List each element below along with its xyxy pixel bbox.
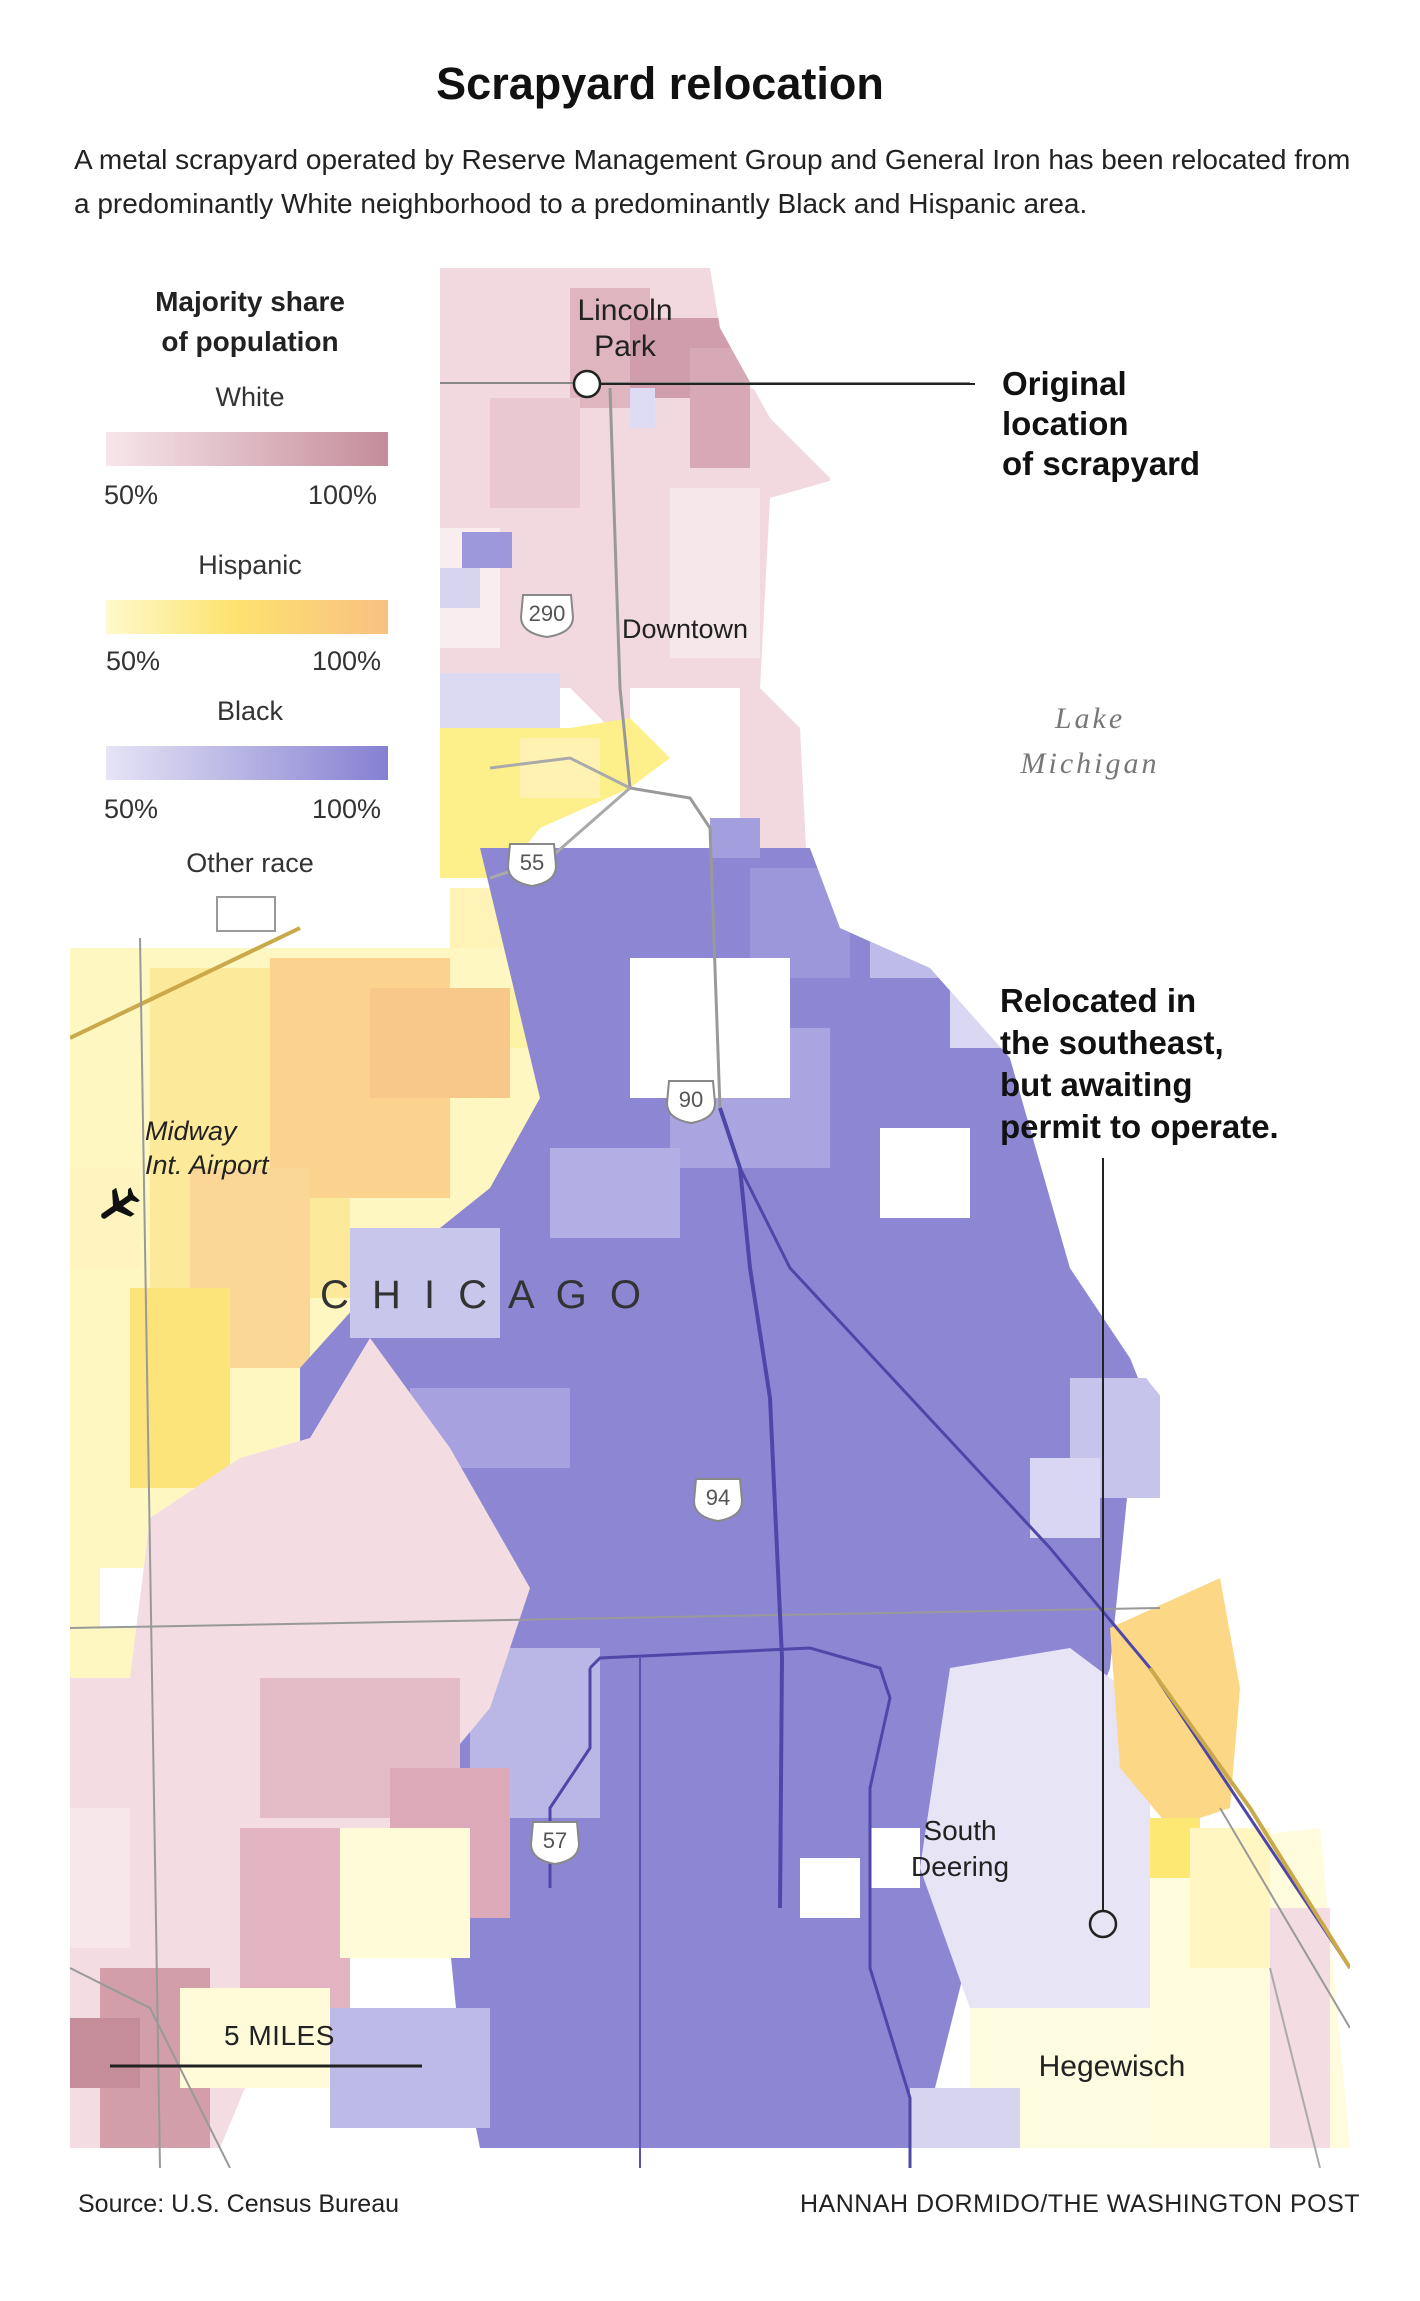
label-chicago: C H I C A G O — [320, 1273, 647, 1317]
legend-hispanic-label: Hispanic — [198, 550, 302, 580]
highway-shield-90: 90 — [665, 1080, 717, 1125]
callout-relocated-line4: permit to operate. — [1000, 1108, 1279, 1145]
airplane-icon — [101, 1187, 140, 1219]
legend-white-max: 100% — [308, 480, 378, 510]
legend-white-min: 50% — [104, 480, 159, 510]
black-block-west — [440, 673, 560, 728]
label-downtown: Downtown — [622, 614, 748, 644]
callout-relocated: Relocated in the southeast, but awaiting… — [1000, 980, 1279, 1148]
label-south-deering-line1: South — [923, 1815, 996, 1846]
legend-hispanic-min: 50% — [106, 646, 161, 676]
label-lake-line1: Lake — [1054, 702, 1125, 735]
label-lincoln-park-line2: Park — [594, 330, 657, 363]
credit-line: HANNAH DORMIDO/THE WASHINGTON POST — [800, 2190, 1361, 2218]
callout-original-location: Original location of scrapyard — [1002, 364, 1200, 484]
highway-57-label: 57 — [543, 1828, 567, 1853]
legend-black-label: Black — [216, 696, 284, 726]
legend-hispanic-max: 100% — [312, 646, 382, 676]
label-hegewisch: Hegewisch — [1039, 2050, 1186, 2083]
highway-shield-57: 57 — [529, 1821, 581, 1866]
location-circle-icon — [572, 369, 602, 399]
location-circle-icon — [1088, 1909, 1118, 1939]
highway-shield-94: 94 — [692, 1478, 744, 1523]
white-majority-southwest — [70, 1338, 530, 2148]
legend-other-swatch — [216, 896, 276, 932]
page-title: Scrapyard relocation — [436, 58, 884, 109]
legend-title-line1: Majority share — [155, 286, 345, 317]
highway-94-label: 94 — [706, 1485, 730, 1510]
callout-original-line3: of scrapyard — [1002, 445, 1201, 482]
callout-relocated-line1: Relocated in — [1000, 982, 1197, 1019]
highway-90-label: 90 — [679, 1087, 703, 1112]
legend-black-min: 50% — [104, 794, 159, 824]
legend-hispanic-bar — [106, 600, 388, 634]
legend-title-line2: of population — [161, 326, 339, 357]
legend-title: Majority share of population — [100, 282, 400, 362]
scale-label: 5 MILES — [224, 2020, 335, 2051]
legend-white-bar — [106, 432, 388, 466]
label-lincoln-park-line1: Lincoln — [577, 294, 672, 327]
black-pockets-north — [440, 388, 655, 608]
callout-relocated-line3: but awaiting — [1000, 1066, 1193, 1103]
highway-290-label: 290 — [529, 601, 566, 626]
legend-other-label: Other race — [186, 848, 314, 878]
choropleth-map: 290 55 90 94 57 Lincoln Park Downtown La… — [70, 268, 1350, 2168]
label-lake-line2: Michigan — [1020, 747, 1160, 780]
legend-black-bar — [106, 746, 388, 780]
callout-original-line2: location — [1002, 405, 1129, 442]
page-subtitle: A metal scrapyard operated by Reserve Ma… — [74, 144, 1351, 219]
source-note: Source: U.S. Census Bureau — [78, 2190, 399, 2218]
highway-55-label: 55 — [520, 850, 544, 875]
legend-white-label: White — [215, 382, 285, 412]
callout-relocated-line2: the southeast, — [1000, 1024, 1224, 1061]
highway-shield-55: 55 — [506, 843, 558, 888]
lake-michigan-area — [710, 268, 1350, 1828]
label-midway-line2: Int. Airport — [145, 1150, 270, 1180]
legend-black-max: 100% — [312, 794, 382, 824]
label-south-deering-line2: Deering — [911, 1851, 1009, 1882]
callout-original-line1: Original — [1002, 365, 1127, 402]
label-midway-line1: Midway — [145, 1116, 238, 1146]
highway-shield-290: 290 — [519, 594, 575, 639]
